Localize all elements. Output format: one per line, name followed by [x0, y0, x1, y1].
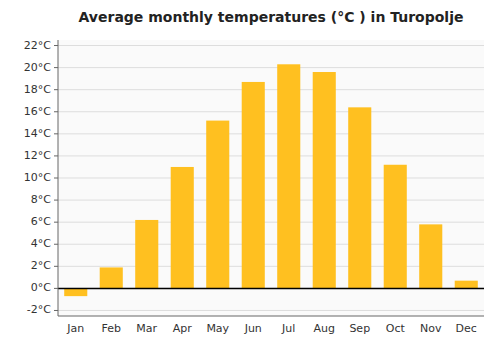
x-tick-label: Sep [349, 322, 370, 335]
bar [206, 121, 229, 289]
x-axis-line [58, 316, 484, 317]
tick-mark [54, 288, 58, 289]
bar [64, 288, 87, 296]
title: Average monthly temperatures (°C ) in Tu… [79, 9, 464, 25]
grid-line [58, 67, 484, 68]
y-tick-label: 18°C [24, 83, 51, 96]
grid-line [58, 89, 484, 90]
tick-mark [54, 111, 58, 112]
x-tick-label: Feb [102, 322, 121, 335]
tick-mark [54, 266, 58, 267]
bar [135, 220, 158, 288]
tick-mark [54, 222, 58, 223]
bar [100, 267, 123, 288]
grid-line [58, 222, 484, 223]
x-tick-label: Jun [244, 322, 262, 335]
bar [384, 165, 407, 289]
y-tick-label: 16°C [24, 105, 51, 118]
bar [171, 167, 194, 288]
x-tick-label: Oct [386, 322, 406, 335]
bar [455, 281, 478, 289]
y-tick-label: 6°C [31, 215, 51, 228]
y-tick-label: 14°C [24, 127, 51, 140]
tick-mark [54, 155, 58, 156]
grid-line [58, 133, 484, 134]
y-tick-label: 8°C [31, 193, 51, 206]
y-tick-label: 20°C [24, 61, 51, 74]
grid-line [58, 111, 484, 112]
y-tick-label: 10°C [24, 171, 51, 184]
y-tick-label: 22°C [24, 39, 51, 52]
tick-mark [54, 200, 58, 201]
grid-line [58, 45, 484, 46]
x-tick-label: Aug [314, 322, 335, 335]
grid-line [58, 178, 484, 179]
bars [64, 64, 478, 296]
tick-mark [54, 178, 58, 179]
bar [277, 64, 300, 288]
bar [419, 224, 442, 288]
x-tick-label: Dec [456, 322, 477, 335]
tick-mark [54, 67, 58, 68]
grid-line [58, 155, 484, 156]
bar [242, 82, 265, 288]
x-tick-label: Jan [66, 322, 84, 335]
y-tick-label: 0°C [31, 281, 51, 294]
chart-container: -2°C 0°C 2°C 4°C 6°C 8°C 10°C 12°C 14°C 16°C 18°C 2… [0, 0, 500, 350]
y-tick-label: 2°C [31, 259, 51, 272]
x-tick-label: Jul [281, 322, 295, 335]
y-tick-label: 12°C [24, 149, 51, 162]
chart: -2°C 0°C 2°C 4°C 6°C 8°C 10°C 12°C 14°C 16°C 18°C 2… [0, 0, 500, 350]
y-axis-line [58, 40, 59, 316]
x-tick-label: May [206, 322, 229, 335]
grid-line [58, 288, 484, 289]
zero-line [58, 288, 484, 290]
grid-line [58, 200, 484, 201]
tick-mark [54, 45, 58, 46]
y-tick-label: 4°C [31, 237, 51, 250]
tick-mark [54, 133, 58, 134]
bar [313, 72, 336, 288]
bar [348, 107, 371, 288]
x-tick-label: Apr [173, 322, 193, 335]
plot-area [58, 40, 484, 316]
x-tick-label: Mar [136, 322, 157, 335]
x-tick-label: Nov [420, 322, 442, 335]
tick-mark [54, 244, 58, 245]
grid-line [58, 310, 484, 311]
tick-mark [54, 310, 58, 311]
y-tick-label: -2°C [27, 303, 51, 316]
tick-mark [54, 89, 58, 90]
